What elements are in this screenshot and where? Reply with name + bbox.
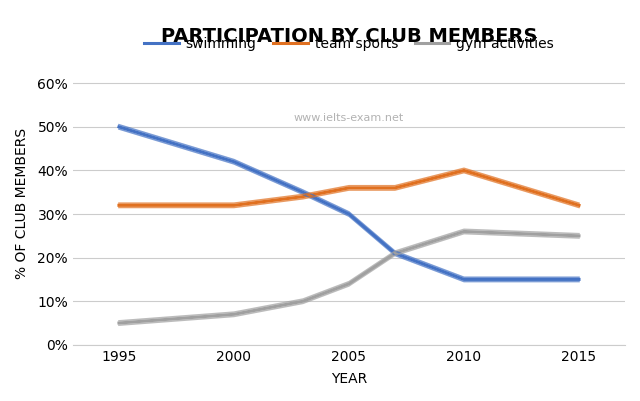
gym activities xyxy=(345,282,353,286)
gym activities xyxy=(115,321,123,326)
gym activities xyxy=(575,233,583,238)
Y-axis label: % OF CLUB MEMBERS: % OF CLUB MEMBERS xyxy=(15,128,29,279)
team sports xyxy=(575,203,583,208)
Text: www.ielts-exam.net: www.ielts-exam.net xyxy=(294,113,404,123)
swimming xyxy=(230,159,238,164)
swimming xyxy=(575,277,583,282)
swimming xyxy=(115,124,123,129)
Title: PARTICIPATION BY CLUB MEMBERS: PARTICIPATION BY CLUB MEMBERS xyxy=(161,27,537,46)
team sports xyxy=(230,203,238,208)
team sports xyxy=(391,186,399,190)
X-axis label: YEAR: YEAR xyxy=(331,372,367,386)
gym activities xyxy=(299,299,307,304)
Legend: swimming, team sports, gym activities: swimming, team sports, gym activities xyxy=(138,32,560,57)
Line: swimming: swimming xyxy=(119,127,579,279)
team sports xyxy=(299,194,307,199)
gym activities xyxy=(230,312,238,317)
Line: gym activities: gym activities xyxy=(119,231,579,323)
gym activities xyxy=(391,251,399,256)
swimming xyxy=(299,190,307,194)
team sports xyxy=(115,203,123,208)
team sports xyxy=(345,186,353,190)
swimming xyxy=(460,277,468,282)
swimming xyxy=(391,251,399,256)
Line: team sports: team sports xyxy=(119,170,579,205)
team sports xyxy=(460,168,468,173)
swimming xyxy=(345,212,353,217)
gym activities xyxy=(460,229,468,234)
